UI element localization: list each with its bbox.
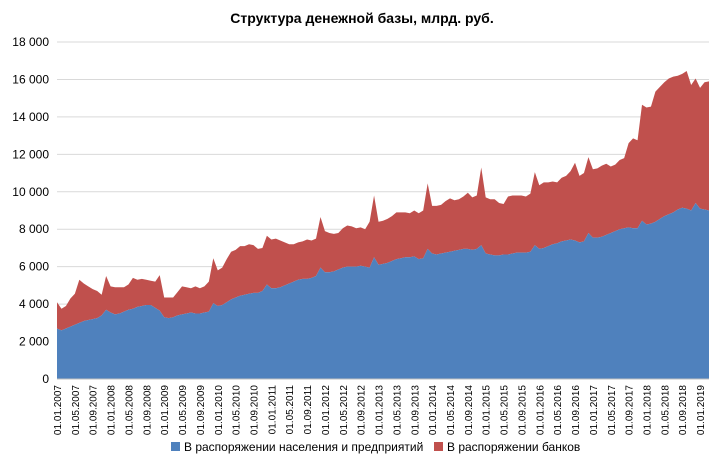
x-tick-label-01.05.2012: 01.05.2012 — [339, 385, 350, 435]
y-tick-label-2000: 2 000 — [19, 335, 49, 349]
legend: В распоряжении населения и предприятий В … — [171, 440, 580, 454]
x-tick-label-01.05.2009: 01.05.2009 — [178, 385, 189, 435]
legend-label-population-enterprises: В распоряжении населения и предприятий — [184, 440, 423, 454]
x-tick-label-01.09.2017: 01.09.2017 — [625, 385, 636, 435]
x-tick-label-01.01.2015: 01.01.2015 — [482, 385, 493, 435]
x-tick-label-01.09.2015: 01.09.2015 — [517, 385, 528, 435]
x-tick-label-01.05.2007: 01.05.2007 — [71, 385, 82, 435]
chart-title: Структура денежной базы, млрд. руб. — [230, 10, 493, 26]
x-tick-label-01.05.2015: 01.05.2015 — [500, 385, 511, 435]
x-tick-label-01.01.2012: 01.01.2012 — [321, 385, 332, 435]
x-tick-label-01.05.2010: 01.05.2010 — [232, 385, 243, 435]
x-tick-label-01.01.2011: 01.01.2011 — [267, 385, 278, 435]
x-tick-label-01.09.2013: 01.09.2013 — [410, 385, 421, 435]
x-tick-label-01.09.2010: 01.09.2010 — [249, 385, 260, 435]
x-tick-label-01.05.2013: 01.05.2013 — [392, 385, 403, 435]
x-tick-label-01.01.2014: 01.01.2014 — [428, 385, 439, 435]
x-tick-label-01.01.2013: 01.01.2013 — [375, 385, 386, 435]
legend-swatch-banks — [434, 442, 443, 451]
x-tick-label-01.09.2018: 01.09.2018 — [678, 385, 689, 435]
x-tick-label-01.05.2016: 01.05.2016 — [553, 385, 564, 435]
x-tick-label-01.01.2018: 01.01.2018 — [642, 385, 653, 435]
x-tick-label-01.05.2011: 01.05.2011 — [285, 385, 296, 435]
x-tick-label-01.01.2017: 01.01.2017 — [589, 385, 600, 435]
x-tick-label-01.01.2010: 01.01.2010 — [214, 385, 225, 435]
x-tick-label-01.05.2018: 01.05.2018 — [660, 385, 671, 435]
x-tick-label-01.09.2012: 01.09.2012 — [357, 385, 368, 435]
x-tick-label-01.01.2009: 01.01.2009 — [160, 385, 171, 435]
y-tick-label-0: 0 — [42, 372, 49, 386]
x-tick-label-01.09.2014: 01.09.2014 — [464, 385, 475, 435]
x-tick-label-01.09.2016: 01.09.2016 — [571, 385, 582, 435]
x-tick-label-01.09.2007: 01.09.2007 — [89, 385, 100, 435]
y-tick-label-6000: 6 000 — [19, 260, 49, 274]
series-area-banks — [57, 71, 709, 331]
series-area-population-enterprises — [57, 203, 709, 379]
x-tick-label-01.05.2014: 01.05.2014 — [446, 385, 457, 435]
x-tick-label-01.05.2017: 01.05.2017 — [607, 385, 618, 435]
y-tick-label-18000: 18 000 — [12, 35, 49, 49]
x-tick-label-01.05.2008: 01.05.2008 — [124, 385, 135, 435]
x-tick-label-01.01.2007: 01.01.2007 — [53, 385, 64, 435]
area-layer — [57, 71, 709, 379]
y-tick-label-14000: 14 000 — [12, 110, 49, 124]
y-tick-label-10000: 10 000 — [12, 185, 49, 199]
x-tick-label-01.09.2009: 01.09.2009 — [196, 385, 207, 435]
y-tick-label-8000: 8 000 — [19, 222, 49, 236]
axis-layer: 0 2 000 4 000 6 000 8 000 10 000 12 000 14 000 1… — [12, 35, 709, 435]
x-tick-label-01.01.2008: 01.01.2008 — [107, 385, 118, 435]
legend-label-banks: В распоряжении банков — [447, 440, 580, 454]
legend-swatch-population-enterprises — [171, 442, 180, 451]
x-tick-label-01.09.2008: 01.09.2008 — [142, 385, 153, 435]
y-tick-label-4000: 4 000 — [19, 297, 49, 311]
x-tick-label-01.01.2019: 01.01.2019 — [696, 385, 707, 435]
y-tick-label-12000: 12 000 — [12, 147, 49, 161]
y-tick-label-16000: 16 000 — [12, 72, 49, 86]
x-tick-label-01.09.2011: 01.09.2011 — [303, 385, 314, 435]
x-tick-label-01.01.2016: 01.01.2016 — [535, 385, 546, 435]
